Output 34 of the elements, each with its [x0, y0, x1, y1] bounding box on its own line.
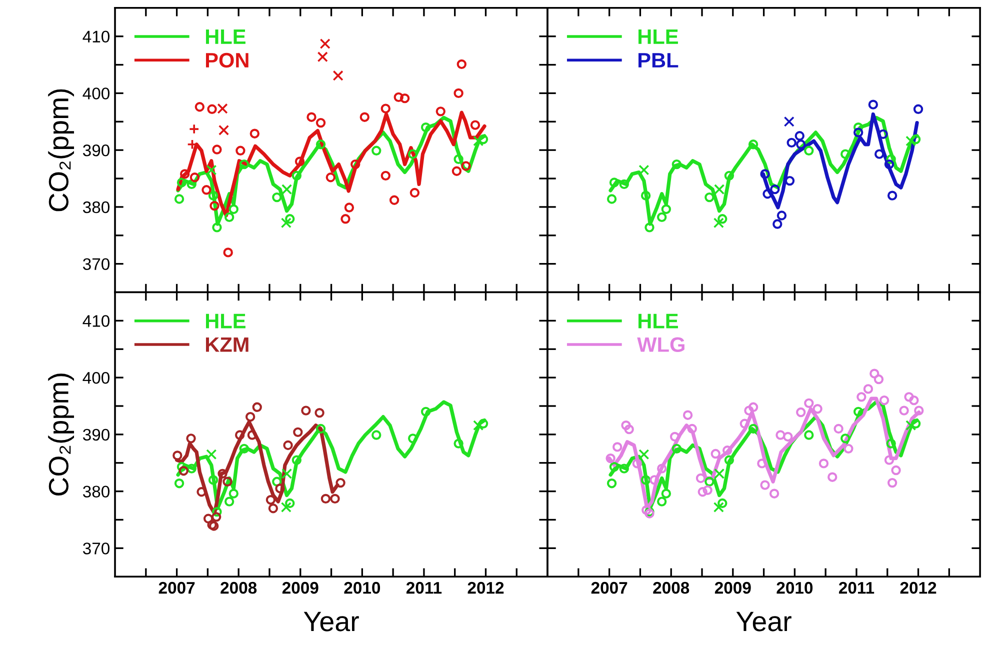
y-axis-title: CO₂(ppm)	[48, 89, 74, 212]
y-tick-label: 370	[82, 542, 110, 554]
legend-label: KZM	[206, 337, 248, 352]
x-tick-label: 2007	[591, 582, 628, 594]
x-tick-label: 2009	[282, 582, 318, 594]
legend-label: WLG	[637, 337, 684, 352]
x-tick-label: 2008	[653, 582, 690, 594]
legend-label: HLE	[206, 314, 246, 328]
legend-label: HLE	[206, 30, 246, 44]
x-tick-label: 2011	[406, 582, 442, 594]
y-tick-label: 390	[82, 428, 110, 441]
x-tick-label: 2009	[714, 582, 751, 594]
y-tick-label: 410	[82, 315, 110, 327]
y-tick-label: 400	[82, 372, 110, 384]
y-tick-label: 380	[82, 201, 110, 214]
legend-label: PON	[206, 52, 248, 68]
x-axis-title: Year	[304, 612, 359, 632]
x-tick-label: 2007	[158, 582, 195, 594]
legend-label: HLE	[638, 30, 678, 44]
x-tick-label: 2011	[838, 582, 874, 594]
x-tick-label: 2010	[344, 582, 380, 594]
legend-label: HLE	[638, 314, 678, 328]
x-tick-label: 2008	[220, 582, 257, 594]
x-tick-label: 2010	[776, 582, 813, 594]
y-tick-label: 390	[82, 144, 110, 156]
y-tick-label: 370	[82, 258, 110, 270]
legend-label: PBL	[638, 53, 678, 68]
x-tick-label: 2012	[468, 582, 504, 594]
y-axis-title: CO₂(ppm)	[48, 374, 74, 496]
x-axis-title: Year	[736, 612, 792, 632]
x-tick-label: 2012	[900, 582, 936, 594]
y-tick-label: 380	[82, 486, 110, 498]
y-tick-label: 400	[82, 88, 110, 100]
y-tick-label: 410	[82, 30, 110, 43]
